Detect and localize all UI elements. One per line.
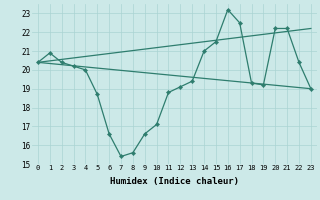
X-axis label: Humidex (Indice chaleur): Humidex (Indice chaleur) — [110, 177, 239, 186]
